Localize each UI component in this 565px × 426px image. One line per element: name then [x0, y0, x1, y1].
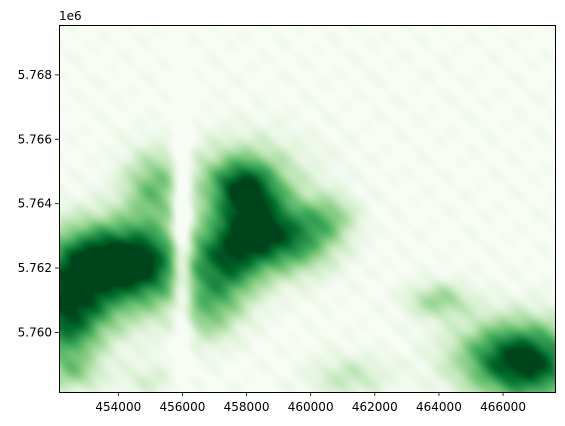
- y-tick-label: 5.762: [18, 261, 52, 275]
- x-tick-label: 458000: [224, 400, 270, 414]
- x-tick-label: 454000: [95, 400, 141, 414]
- x-tick-label: 466000: [480, 400, 526, 414]
- x-tick-label: 464000: [416, 400, 462, 414]
- y-tick-label: 5.766: [18, 132, 52, 146]
- y-tick-label: 5.760: [18, 325, 52, 339]
- x-tick-label: 456000: [160, 400, 206, 414]
- y-axis-offset-label: 1e6: [59, 9, 82, 23]
- plot-frame: [59, 25, 556, 393]
- y-axis: 5.760 5.762 5.764 5.766 5.768: [18, 68, 59, 339]
- y-tick-label: 5.768: [18, 68, 52, 82]
- x-axis: 454000 456000 458000 460000 462000 464000 4660…: [95, 392, 526, 414]
- x-tick-label: 462000: [352, 400, 398, 414]
- heatmap-raster-container: [59, 25, 555, 392]
- y-tick-label: 5.764: [18, 197, 52, 211]
- heatmap-raster: [59, 25, 555, 392]
- x-tick-label: 460000: [288, 400, 334, 414]
